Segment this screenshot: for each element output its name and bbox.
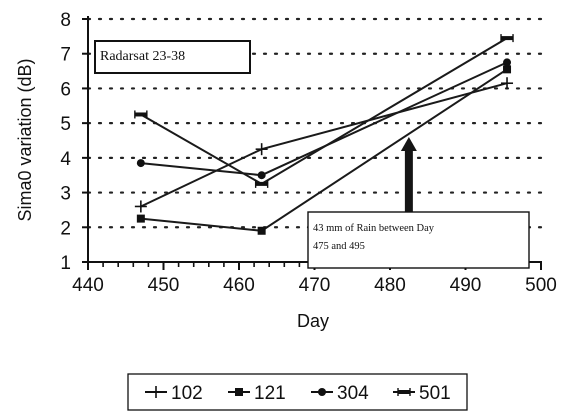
x-axis-title: Day xyxy=(297,311,329,331)
legend-label-501: 501 xyxy=(419,383,451,404)
point-304-0 xyxy=(136,159,145,168)
point-102-0 xyxy=(134,200,147,213)
point-501-2 xyxy=(500,34,514,43)
legend-marker-121-shape xyxy=(235,388,243,396)
y-tick-label-4: 4 xyxy=(60,149,71,170)
point-121-1 xyxy=(257,226,266,235)
legend-items: 102 121 304 501 xyxy=(145,383,451,404)
x-tick-label-450: 450 xyxy=(148,275,180,296)
point-501-2-shape xyxy=(501,36,514,41)
y-tick-label-1: 1 xyxy=(60,253,71,274)
legend-item-102: 102 xyxy=(145,383,203,404)
point-121-0 xyxy=(136,214,145,223)
rain-arrow-shaft xyxy=(404,149,413,212)
y-tick-label-6: 6 xyxy=(60,79,71,100)
point-501-1-shape xyxy=(255,181,268,186)
legend: 102 121 304 501 xyxy=(127,373,468,411)
x-tick-label-470: 470 xyxy=(299,275,331,296)
annotation-box-label: Radarsat 23-38 xyxy=(100,49,185,64)
series xyxy=(134,34,514,235)
legend-label-102: 102 xyxy=(171,383,203,404)
y-tick-label-5: 5 xyxy=(60,114,71,135)
legend-marker-121 xyxy=(235,388,243,396)
y-axis-title: Sima0 variation (dB) xyxy=(15,58,35,221)
legend-marker-304 xyxy=(318,388,326,396)
point-501-0 xyxy=(134,110,148,119)
point-102-2 xyxy=(501,77,514,90)
point-121-2 xyxy=(503,65,512,74)
point-102-1 xyxy=(255,143,268,156)
legend-item-304: 304 xyxy=(311,383,369,404)
legend-label-304: 304 xyxy=(337,383,369,404)
tick-labels: 1 2 3 4 5 6 7 8 440 450 460 470 480 490 500 xyxy=(60,10,556,296)
point-501-1 xyxy=(254,179,269,188)
annotation-box xyxy=(94,40,251,74)
point-304-2 xyxy=(503,58,512,67)
x-tick-label-490: 490 xyxy=(450,275,482,296)
legend-item-121: 121 xyxy=(228,383,286,404)
point-304-0-shape xyxy=(136,159,145,168)
point-501-0-shape xyxy=(134,112,147,117)
legend-label-121: 121 xyxy=(254,383,286,404)
y-tick-label-3: 3 xyxy=(60,184,71,205)
y-tick-label-8: 8 xyxy=(60,10,71,31)
point-304-2-shape xyxy=(503,58,512,67)
x-tick-label-460: 460 xyxy=(223,275,255,296)
legend-marker-304-shape xyxy=(318,388,326,396)
y-tick-label-7: 7 xyxy=(60,45,71,66)
point-121-0-shape xyxy=(136,214,145,223)
rain-note-box xyxy=(307,211,530,269)
legend-item-501: 501 xyxy=(393,383,451,404)
legend-marker-501-shape xyxy=(398,390,410,394)
point-304-1-shape xyxy=(257,171,266,180)
rain-note-line1: 43 mm of Rain between Day xyxy=(313,223,435,234)
rain-note-line2: 475 and 495 xyxy=(313,241,365,252)
x-tick-label-500: 500 xyxy=(525,275,557,296)
rain-arrow-head xyxy=(400,137,417,152)
x-tick-label-480: 480 xyxy=(374,275,406,296)
point-121-1-shape xyxy=(257,226,266,235)
point-121-2-shape xyxy=(503,65,512,74)
legend-marker-102 xyxy=(150,386,162,398)
y-tick-label-2: 2 xyxy=(60,218,71,239)
point-304-1 xyxy=(257,171,266,180)
x-tick-label-440: 440 xyxy=(72,275,104,296)
annotations: Radarsat 23-38 43 mm of Rain between Day 4… xyxy=(94,40,530,269)
legend-marker-501 xyxy=(397,388,411,396)
